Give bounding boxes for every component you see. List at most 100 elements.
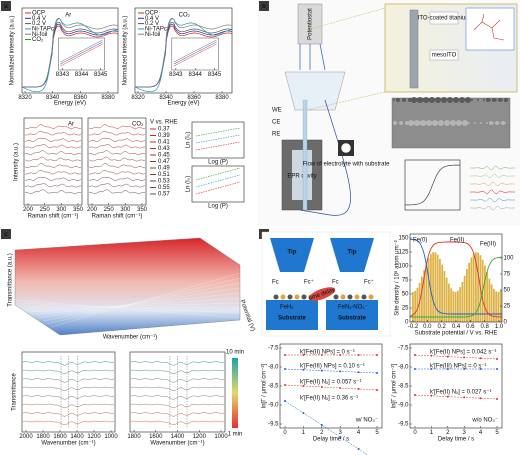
x-tick-label: 8344	[189, 72, 203, 78]
axis-label: Wavenumber (cm⁻¹)	[41, 441, 95, 447]
tubing	[299, 99, 351, 216]
sem-grain	[408, 98, 412, 102]
point	[430, 368, 433, 370]
sem-grain	[423, 97, 429, 103]
nanoparticle	[368, 294, 374, 300]
point	[446, 368, 449, 370]
bar	[452, 291, 455, 322]
raman-curve	[88, 177, 146, 181]
sem-grain	[408, 120, 414, 126]
sem-grain	[429, 97, 435, 103]
inset-curve	[60, 43, 103, 67]
plot-title: Ar	[68, 122, 74, 128]
point	[357, 448, 360, 450]
bar	[412, 292, 414, 322]
point	[430, 394, 433, 397]
point	[320, 424, 323, 426]
axis-label: Energy (eV)	[54, 101, 86, 107]
colorbar-label: 1 min	[228, 432, 243, 438]
colorbar-label: 10 min	[226, 350, 244, 356]
bar	[497, 291, 500, 322]
legend-label: 0.2 V	[32, 21, 46, 27]
y-tick-label: 100	[398, 264, 409, 270]
axis-label: ln[Γ / μmol cm⁻²]	[392, 364, 398, 409]
site-curve	[409, 241, 503, 318]
point	[284, 354, 286, 356]
x-tick-label: 8380	[215, 95, 229, 101]
y-tick-label: 0	[504, 320, 508, 326]
plot-frame	[191, 121, 245, 159]
axis-label: Potential (V)	[239, 299, 256, 332]
point	[414, 354, 416, 356]
y-tick-label: -8.0	[398, 365, 409, 371]
fit-line	[195, 181, 241, 195]
point	[463, 356, 466, 359]
y-tick-label: -7.5	[268, 346, 279, 352]
bar	[416, 287, 419, 322]
bar	[463, 275, 466, 322]
x-tick-label: 8345	[94, 72, 108, 78]
sem-grain	[432, 120, 438, 126]
y-tick-label: 125	[398, 250, 409, 256]
point	[339, 387, 342, 389]
inset-curve	[173, 39, 217, 63]
plot-frame	[409, 343, 503, 429]
plot-frame	[21, 7, 119, 94]
x-tick-label: 1200	[193, 434, 207, 440]
potentiostat-label: Potentiostat	[308, 8, 314, 40]
y-tick-label: 75	[402, 278, 409, 284]
sem-grain	[402, 98, 406, 102]
plot-frame	[21, 351, 116, 433]
y-tick-label: -9.5	[268, 422, 279, 428]
point	[496, 358, 498, 360]
legend-label: 0.47	[158, 159, 170, 165]
site-label: FeNₓ-NO₃⁻	[338, 305, 368, 311]
plot-frame	[279, 343, 383, 429]
point	[414, 368, 416, 370]
epr-spectrum	[470, 206, 515, 211]
point	[376, 372, 378, 374]
raman-curve	[24, 163, 82, 168]
nanoparticle	[294, 294, 300, 300]
legend-label: OCP	[32, 11, 45, 17]
bar	[443, 271, 446, 322]
fit-line	[195, 134, 241, 144]
x-tick-label: 250	[104, 207, 115, 213]
legend-label: 0.45	[158, 153, 170, 159]
bar	[466, 269, 468, 322]
pump-wheel	[340, 142, 352, 154]
point	[430, 354, 433, 357]
plot-frame	[23, 117, 83, 206]
tip	[330, 238, 374, 272]
plot-title: Ar	[65, 13, 71, 19]
raman-curve	[24, 150, 82, 155]
delay-badge	[308, 287, 336, 301]
bar	[461, 281, 464, 322]
plot-frame	[191, 165, 245, 203]
raman-curve	[88, 156, 146, 162]
x-tick-label: 0.4	[452, 324, 461, 330]
annotation: k'[Fe(III) NPs] = 0 s⁻¹	[430, 364, 487, 370]
surface-ridge	[26, 302, 241, 310]
x-tick-label: 0.8	[480, 324, 489, 330]
raman-curve	[88, 163, 146, 168]
y-tick-label: 50	[504, 288, 511, 294]
nanoparticle	[301, 294, 307, 300]
xas-curve	[135, 18, 233, 88]
annotation: k'[Fe(II) NPs] = 0 s⁻¹	[300, 350, 355, 356]
sem-grain	[474, 122, 476, 124]
legend-label: CO₂	[32, 37, 44, 43]
epr-spectrum	[470, 173, 515, 179]
fit-line	[195, 174, 241, 188]
colorbar	[232, 358, 238, 428]
electrode	[409, 9, 419, 89]
sem-grain	[414, 120, 420, 126]
molecule-box	[465, 7, 515, 51]
x-tick-label: 8320	[131, 95, 145, 101]
electrode-label: RE	[272, 132, 280, 138]
point	[463, 368, 466, 370]
inset-curve	[60, 41, 103, 65]
raman-curve	[88, 170, 146, 175]
x-tick-label: 0.6	[466, 324, 475, 330]
axis-label: Transmittance	[12, 372, 18, 410]
